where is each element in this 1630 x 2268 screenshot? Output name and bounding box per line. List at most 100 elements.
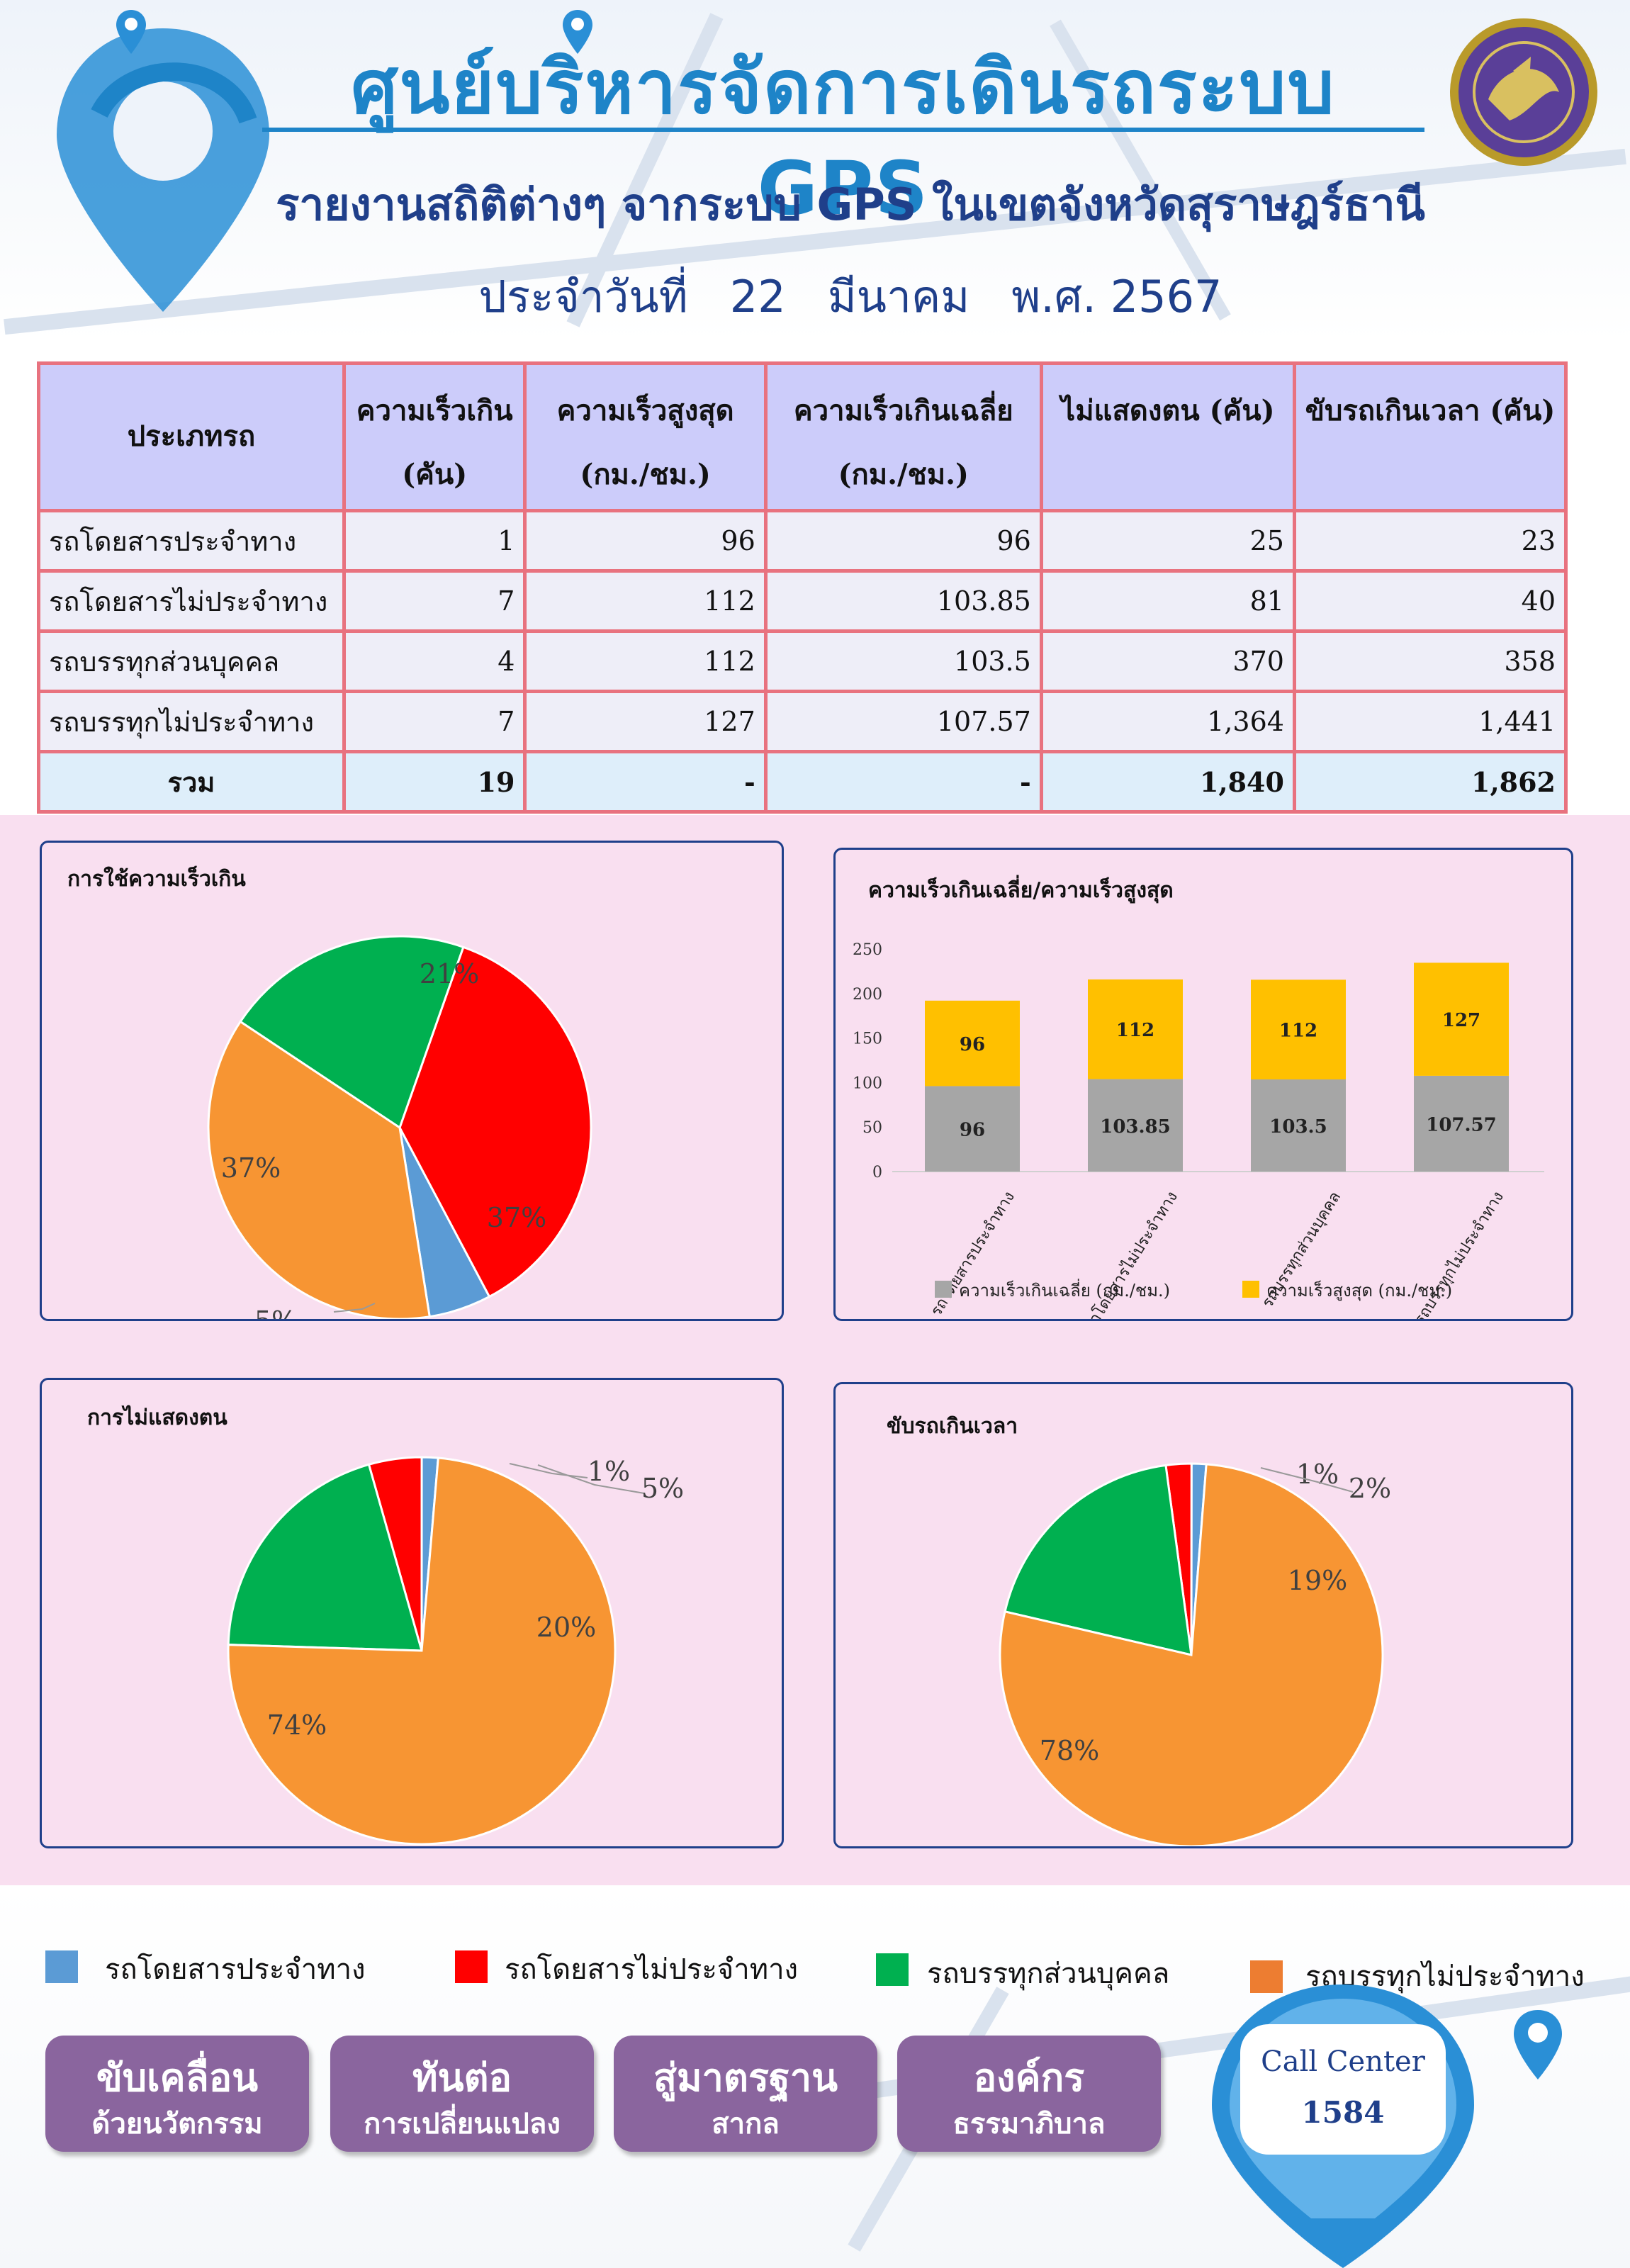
y-tick-label: 150	[853, 1031, 882, 1048]
header-max-line1: ความเร็วสูงสุด	[556, 394, 734, 427]
bar-data-label: 112	[1279, 1021, 1317, 1042]
cell-speeding: 7	[342, 569, 527, 633]
bar-avg-speed	[1251, 1079, 1346, 1172]
date-prefix: ประจำวันที่	[478, 271, 688, 322]
bar-data-label: 103.5	[1269, 1116, 1327, 1138]
pie-data-label: 21%	[420, 958, 479, 989]
statistics-table: ประเภทรถ ความเร็วเกิน (คัน) ความเร็วสูงสุ…	[37, 361, 1568, 814]
header-banner: ศูนย์บริหารจัดการเดินรถระบบ GPS รายงานสถ…	[0, 0, 1630, 340]
pie-data-label: 37%	[487, 1202, 546, 1233]
report-date: ประจำวันที่ 22 มีนาคม พ.ศ. 2567	[425, 262, 1276, 332]
header-avg-line1: ความเร็วเกินเฉลี่ย	[793, 394, 1013, 427]
page-subtitle: รายงานสถิติต่างๆ จากระบบ GPS ในเขตจังหวั…	[276, 179, 1425, 230]
table-row: รถโดยสารไม่ประจำทาง 7 112 103.85 81 40	[37, 569, 1568, 633]
cell-noid: 81	[1039, 569, 1296, 633]
slogan-line2: การเปลี่ยนแปลง	[364, 2108, 561, 2140]
speed-bar-panel: ความเร็วเกินเฉลี่ย/ความเร็วสูงสุด 0 50 100…	[833, 848, 1573, 1321]
bar-data-label: 107.57	[1426, 1114, 1497, 1135]
table-row: รถบรรทุกไม่ประจำทาง 7 127 107.57 1,364 1…	[37, 690, 1568, 753]
slice-truck-private	[239, 935, 465, 1130]
date-month: มีนาคม	[827, 271, 970, 322]
header-avg-speed: ความเร็วเกินเฉลี่ย (กม./ชม.)	[763, 361, 1043, 512]
y-tick-label: 50	[862, 1119, 882, 1137]
legend-label-truck-private: รถบรรทุกส่วนบุคคล	[927, 1958, 1170, 1990]
header-speeding-line1: ความเร็วเกิน	[356, 394, 513, 427]
speeding-pie-panel: การใช้ความเร็วเกิน 5% 37% 21% 37%	[40, 841, 784, 1321]
cell-avg: 103.85	[763, 569, 1043, 633]
table-row: รถโดยสารประจำทาง 1 96 96 25 23	[37, 509, 1568, 573]
cell-noid: 25	[1039, 509, 1296, 573]
pie-data-label: 5%	[641, 1473, 684, 1504]
cell-total-noid: 1,840	[1039, 750, 1296, 814]
no-identity-pie-panel: การไม่แสดงตน 1% 5% 20% 74%	[40, 1378, 784, 1848]
title-underline	[262, 128, 1424, 132]
bar-data-label: 112	[1116, 1020, 1154, 1041]
table-row: รถบรรทุกส่วนบุคคล 4 112 103.5 370 358	[37, 629, 1568, 693]
bar-data-label: 103.85	[1100, 1116, 1171, 1138]
cell-overtime: 1,441	[1292, 690, 1568, 753]
cell-total-max: -	[523, 750, 768, 814]
slogan-line1: ขับเคลื่อน	[96, 2055, 259, 2100]
cell-overtime: 358	[1292, 629, 1568, 693]
date-day: 22	[729, 271, 786, 322]
header-max-speed: ความเร็วสูงสุด (กม./ชม.)	[523, 361, 768, 512]
cell-max: 112	[523, 629, 768, 693]
slice-truck-private	[227, 1463, 424, 1652]
slice-truck-nonroute	[999, 1463, 1384, 1846]
cell-speeding: 4	[342, 629, 527, 693]
slogan-badge-change: ทันต่อ การเปลี่ยนแปลง	[330, 2036, 594, 2152]
overtime-pie-chart: 1% 2% 19% 78%	[999, 1459, 1391, 1846]
header-speeding: ความเร็วเกิน (คัน)	[342, 361, 527, 512]
pie-data-label: 20%	[536, 1612, 596, 1643]
legend-swatch-bus-route	[45, 1950, 78, 1983]
small-pin-icon	[116, 10, 146, 54]
bar-data-label: 127	[1442, 1010, 1480, 1031]
slogan-badge-innovation: ขับเคลื่อน ด้วยนวัตกรรม	[45, 2036, 309, 2152]
header-avg-line2: (กม./ชม.)	[838, 458, 969, 491]
page-title: ศูนย์บริหารจัดการเดินรถระบบ GPS	[351, 44, 1336, 232]
cell-speeding: 1	[342, 509, 527, 573]
cell-noid: 370	[1039, 629, 1296, 693]
cell-avg: 107.57	[763, 690, 1043, 753]
header-max-line2: (กม./ชม.)	[580, 458, 711, 491]
call-center-badge: Call Center 1584	[1240, 2024, 1446, 2155]
pie-leader-line	[1260, 1467, 1354, 1493]
pie-leader-line	[537, 1464, 645, 1494]
call-center-label: Call Center	[1261, 2045, 1425, 2078]
overtime-pie-title: ขับรถเกินเวลา	[887, 1414, 1018, 1439]
speed-bar-title: ความเร็วเกินเฉลี่ย/ความเร็วสูงสุด	[868, 878, 1174, 903]
cell-noid: 1,364	[1039, 690, 1296, 753]
pie-data-label: 1%	[588, 1456, 630, 1487]
cell-max: 127	[523, 690, 768, 753]
cell-avg: 103.5	[763, 629, 1043, 693]
pie-data-label: 19%	[1288, 1565, 1347, 1596]
slogan-line1: สู่มาตรฐาน	[653, 2055, 838, 2100]
cell-max: 112	[523, 569, 768, 633]
bar-avg-speed	[1088, 1079, 1183, 1172]
bar-max-speed	[1414, 962, 1509, 1076]
table-total-row: รวม 19 - - 1,840 1,862	[37, 750, 1568, 814]
y-tick-label: 100	[853, 1074, 882, 1092]
legend-label-bus-nonroute: รถโดยสารไม่ประจำทาง	[505, 1953, 799, 1986]
y-tick-label: 0	[872, 1164, 882, 1181]
header-overtime: ขับรถเกินเวลา (คัน)	[1292, 361, 1568, 512]
cell-avg: 96	[763, 509, 1043, 573]
speeding-pie-title: การใช้ความเร็วเกิน	[67, 867, 246, 892]
pie-data-label: 74%	[267, 1710, 327, 1741]
slogan-line2: สากล	[712, 2108, 780, 2140]
cell-speeding: 7	[342, 690, 527, 753]
bar-avg-speed	[1414, 1075, 1509, 1172]
legend-swatch-bus-nonroute	[455, 1950, 488, 1983]
slice-truck-nonroute	[227, 1456, 617, 1846]
legend-label-bus-route: รถโดยสารประจำทาง	[105, 1953, 366, 1986]
y-tick-label: 250	[853, 941, 882, 959]
cell-type: รถบรรทุกส่วนบุคคล	[37, 629, 346, 693]
legend-swatch	[935, 1281, 952, 1298]
bar-data-label: 96	[960, 1034, 985, 1055]
department-seal-logo	[1450, 18, 1597, 166]
pie-data-label: 1%	[1296, 1459, 1339, 1490]
legend-swatch-truck-private	[876, 1953, 909, 1986]
cell-total-overtime: 1,862	[1292, 750, 1568, 814]
bar-max-speed	[1088, 979, 1183, 1079]
pie-data-label: 78%	[1040, 1735, 1099, 1766]
